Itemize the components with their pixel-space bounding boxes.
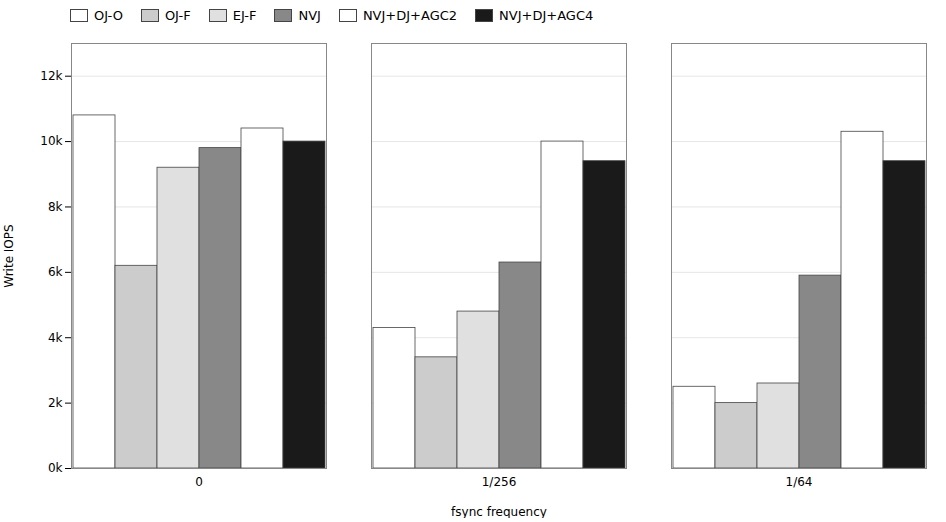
svg-text:4k: 4k [48, 331, 63, 345]
svg-text:10k: 10k [40, 134, 62, 148]
html-text:NVJ+DJ+AGC2: NVJ+DJ+AGC2 [362, 8, 458, 23]
svg-text:8k: 8k [48, 200, 63, 214]
svg-text:0k: 0k [48, 461, 63, 475]
html-text:NVJ: NVJ [298, 8, 321, 23]
svg-text:2k: 2k [48, 396, 63, 410]
svg-text:fsync frequency: fsync frequency [451, 505, 547, 519]
svg-text:1/256: 1/256 [482, 475, 517, 489]
svg-text:0: 0 [195, 475, 203, 489]
html-text:EJ-F: EJ-F [232, 8, 257, 23]
html-text:NVJ+DJ+AGC4: NVJ+DJ+AGC4 [499, 8, 594, 23]
svg-text:6k: 6k [48, 265, 63, 279]
svg-text:12k: 12k [40, 69, 62, 83]
html-text:OJ-F: OJ-F [164, 8, 191, 23]
html-text:OJ-O: OJ-O [94, 8, 123, 23]
svg-text:Write IOPS: Write IOPS [2, 224, 16, 287]
svg-text:1/64: 1/64 [786, 475, 813, 489]
